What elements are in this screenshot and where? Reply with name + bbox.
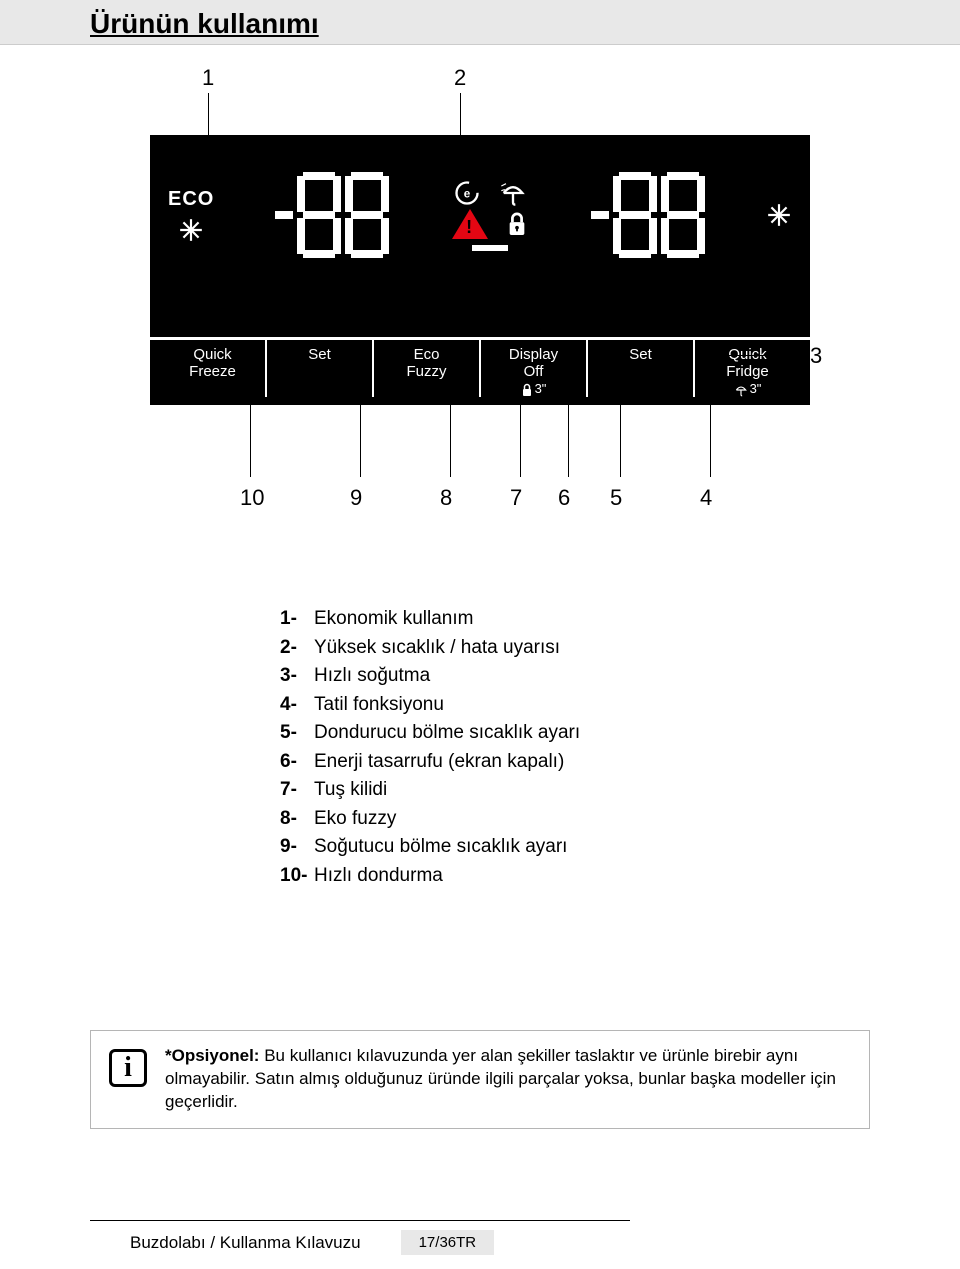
callout-line [620,405,621,477]
center-icons: e [450,179,530,251]
legend-item: 8-Eko fuzzy [280,805,960,834]
callout-number: 4 [700,485,712,511]
seven-segment [345,172,389,258]
callout-number: 8 [440,485,452,511]
callout-number: 5 [610,485,622,511]
warning-icon [452,209,488,239]
callout-number: 2 [454,65,466,91]
callout-line [360,405,361,477]
legend-item: 4-Tatil fonksiyonu [280,691,960,720]
svg-text:e: e [464,188,471,201]
page-heading: Ürünün kullanımı [0,0,960,45]
lock-icon [506,211,528,237]
callout-number: 7 [510,485,522,511]
button-row: QuickFreezeSetEcoFuzzyDisplayOff3"SetQui… [150,337,810,405]
umbrella-icon [499,179,527,207]
callout-line [520,405,521,477]
callout-number: 6 [558,485,570,511]
seven-segment [297,172,341,258]
right-digits [591,172,705,258]
note-bold: *Opsiyonel: [165,1046,259,1065]
page-footer: Buzdolabı / Kullanma Kılavuzu 17/36TR [0,1230,960,1255]
callout-line [568,405,569,477]
note-body: Bu kullanıcı kılavuzunda yer alan şekill… [165,1046,836,1111]
footer-title: Buzdolabı / Kullanma Kılavuzu [0,1233,361,1253]
panel-button[interactable]: EcoFuzzy [374,340,481,397]
seven-segment [613,172,657,258]
callout-number: 3 [810,343,822,369]
lcd-row: ECO e [168,155,792,275]
callout-line [450,405,451,477]
minus-icon [275,211,293,219]
note-box: i *Opsiyonel: Bu kullanıcı kılavuzunda y… [90,1030,870,1129]
left-digits [275,172,389,258]
footer-rule [90,1220,630,1221]
snowflake-icon [766,202,792,228]
info-icon: i [109,1049,147,1087]
callout-line [250,405,251,477]
panel-button[interactable]: Set [267,340,374,397]
legend-item: 10-Hızlı dondurma [280,862,960,891]
bottom-callouts: 10 9 8 7 6 5 4 [150,405,810,515]
underline-icon [472,245,508,251]
eco-dial-icon: e [453,179,481,207]
callout-line [710,405,711,477]
eco-label: ECO [168,188,214,211]
callout-number: 1 [202,65,214,91]
panel-button[interactable]: QuickFridge3" [695,340,800,397]
snowflake-icon [178,217,204,243]
top-callouts: 12 [150,45,810,135]
panel-button[interactable]: Set [588,340,695,397]
eco-block: ECO [168,188,214,243]
footer-page-number: 17/36TR [401,1230,495,1255]
legend-item: 6-Enerji tasarrufu (ekran kapalı) [280,748,960,777]
callout-line [700,355,800,356]
minus-icon [591,211,609,219]
legend-item: 5-Dondurucu bölme sıcaklık ayarı [280,719,960,748]
panel-button[interactable]: QuickFreeze [160,340,267,397]
seven-segment [661,172,705,258]
legend-item: 9-Soğutucu bölme sıcaklık ayarı [280,833,960,862]
display-panel: ECO e QuickFreezeSetEcoF [150,135,810,405]
legend-item: 7-Tuş kilidi [280,776,960,805]
callout-number: 10 [240,485,264,511]
legend-item: 2-Yüksek sıcaklık / hata uyarısı [280,634,960,663]
legend-item: 3-Hızlı soğutma [280,662,960,691]
panel-button[interactable]: DisplayOff3" [481,340,588,397]
callout-number: 9 [350,485,362,511]
legend-list: 1-Ekonomik kullanım2-Yüksek sıcaklık / h… [280,605,960,890]
snow-right [766,202,792,228]
note-text: *Opsiyonel: Bu kullanıcı kılavuzunda yer… [165,1045,851,1114]
legend-item: 1-Ekonomik kullanım [280,605,960,634]
